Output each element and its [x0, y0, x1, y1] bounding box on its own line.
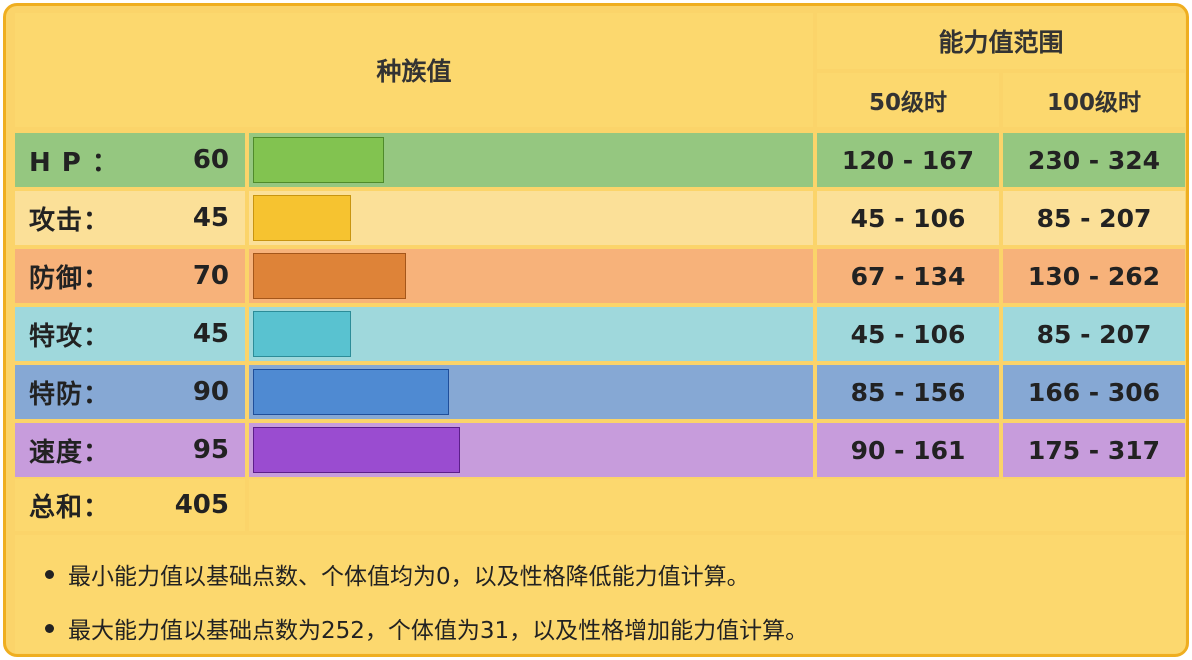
stat-row: 攻击： 45 45 - 106 85 - 207 — [15, 191, 1185, 245]
stat-name-cell: 特攻： 45 — [15, 307, 245, 361]
stat-label: 速度： — [29, 437, 111, 468]
stat-row: 特防： 90 85 - 156 166 - 306 — [15, 365, 1185, 419]
stat-label: H P ： — [29, 147, 119, 178]
stat-bar-cell — [249, 191, 813, 245]
stat-row: 防御： 70 67 - 134 130 - 262 — [15, 249, 1185, 303]
range-level-100: 85 - 207 — [1003, 307, 1185, 361]
stat-bar — [253, 195, 351, 241]
range-level-50: 45 - 106 — [817, 307, 999, 361]
stat-bar — [253, 311, 351, 357]
bullet-icon — [45, 569, 54, 579]
stat-label: 攻击： — [29, 205, 111, 236]
stat-row: H P ： 60 120 - 167 230 - 324 — [15, 133, 1185, 187]
stat-name-cell: 特防： 90 — [15, 365, 245, 419]
range-level-100: 166 - 306 — [1003, 365, 1185, 419]
stat-value: 95 — [192, 435, 229, 465]
level-100-header: 100级时 — [1003, 73, 1185, 127]
stats-table: 种族值 能力值范围 50级时 100级时 H P ： 60 120 - 167 230… — [3, 3, 1189, 657]
stat-name-cell: H P ： 60 — [15, 133, 245, 187]
stat-bar — [253, 369, 449, 415]
stat-bar — [253, 427, 460, 473]
stat-bar-cell — [249, 133, 813, 187]
range-level-100: 230 - 324 — [1003, 133, 1185, 187]
note-max-text: 最大能力值以基础点数为252，个体值为31，以及性格增加能力值计算。 — [68, 618, 809, 644]
stat-row: 特攻： 45 45 - 106 85 - 207 — [15, 307, 1185, 361]
total-cell: 总和： 405 — [15, 479, 245, 531]
stat-row: 速度： 95 90 - 161 175 - 317 — [15, 423, 1185, 477]
stat-value: 45 — [192, 203, 229, 233]
stat-value: 45 — [192, 319, 229, 349]
range-level-100: 175 - 317 — [1003, 423, 1185, 477]
note-min: 最小能力值以基础点数、个体值均为0，以及性格降低能力值计算。 — [45, 557, 750, 591]
stat-value: 60 — [192, 145, 229, 175]
level-50-header: 50级时 — [817, 73, 999, 127]
range-level-100: 85 - 207 — [1003, 191, 1185, 245]
range-level-50: 67 - 134 — [817, 249, 999, 303]
stat-bar — [253, 253, 406, 299]
range-level-50: 120 - 167 — [817, 133, 999, 187]
stat-bar-cell — [249, 249, 813, 303]
stat-bar — [253, 137, 384, 183]
total-label: 总和： — [29, 492, 111, 523]
bullet-icon — [45, 623, 54, 633]
stat-bar-cell — [249, 365, 813, 419]
total-empty-cell — [249, 479, 1185, 531]
stat-bar-cell — [249, 307, 813, 361]
base-stats-header: 种族值 — [15, 13, 813, 127]
total-value: 405 — [174, 490, 229, 520]
stat-value: 70 — [192, 261, 229, 291]
stat-label: 特攻： — [29, 321, 111, 352]
stat-range-header: 能力值范围 — [817, 13, 1185, 69]
range-level-100: 130 - 262 — [1003, 249, 1185, 303]
range-level-50: 45 - 106 — [817, 191, 999, 245]
stat-label: 特防： — [29, 379, 111, 410]
notes-section: 最小能力值以基础点数、个体值均为0，以及性格降低能力值计算。 最大能力值以基础点… — [15, 535, 1185, 653]
range-level-50: 90 - 161 — [817, 423, 999, 477]
stat-label: 防御： — [29, 263, 111, 294]
note-min-text: 最小能力值以基础点数、个体值均为0，以及性格降低能力值计算。 — [68, 564, 750, 590]
total-row: 总和： 405 — [15, 479, 1185, 531]
range-level-50: 85 - 156 — [817, 365, 999, 419]
stat-name-cell: 攻击： 45 — [15, 191, 245, 245]
stat-bar-cell — [249, 423, 813, 477]
stat-name-cell: 防御： 70 — [15, 249, 245, 303]
note-max: 最大能力值以基础点数为252，个体值为31，以及性格增加能力值计算。 — [45, 611, 808, 645]
stat-value: 90 — [192, 377, 229, 407]
stat-name-cell: 速度： 95 — [15, 423, 245, 477]
